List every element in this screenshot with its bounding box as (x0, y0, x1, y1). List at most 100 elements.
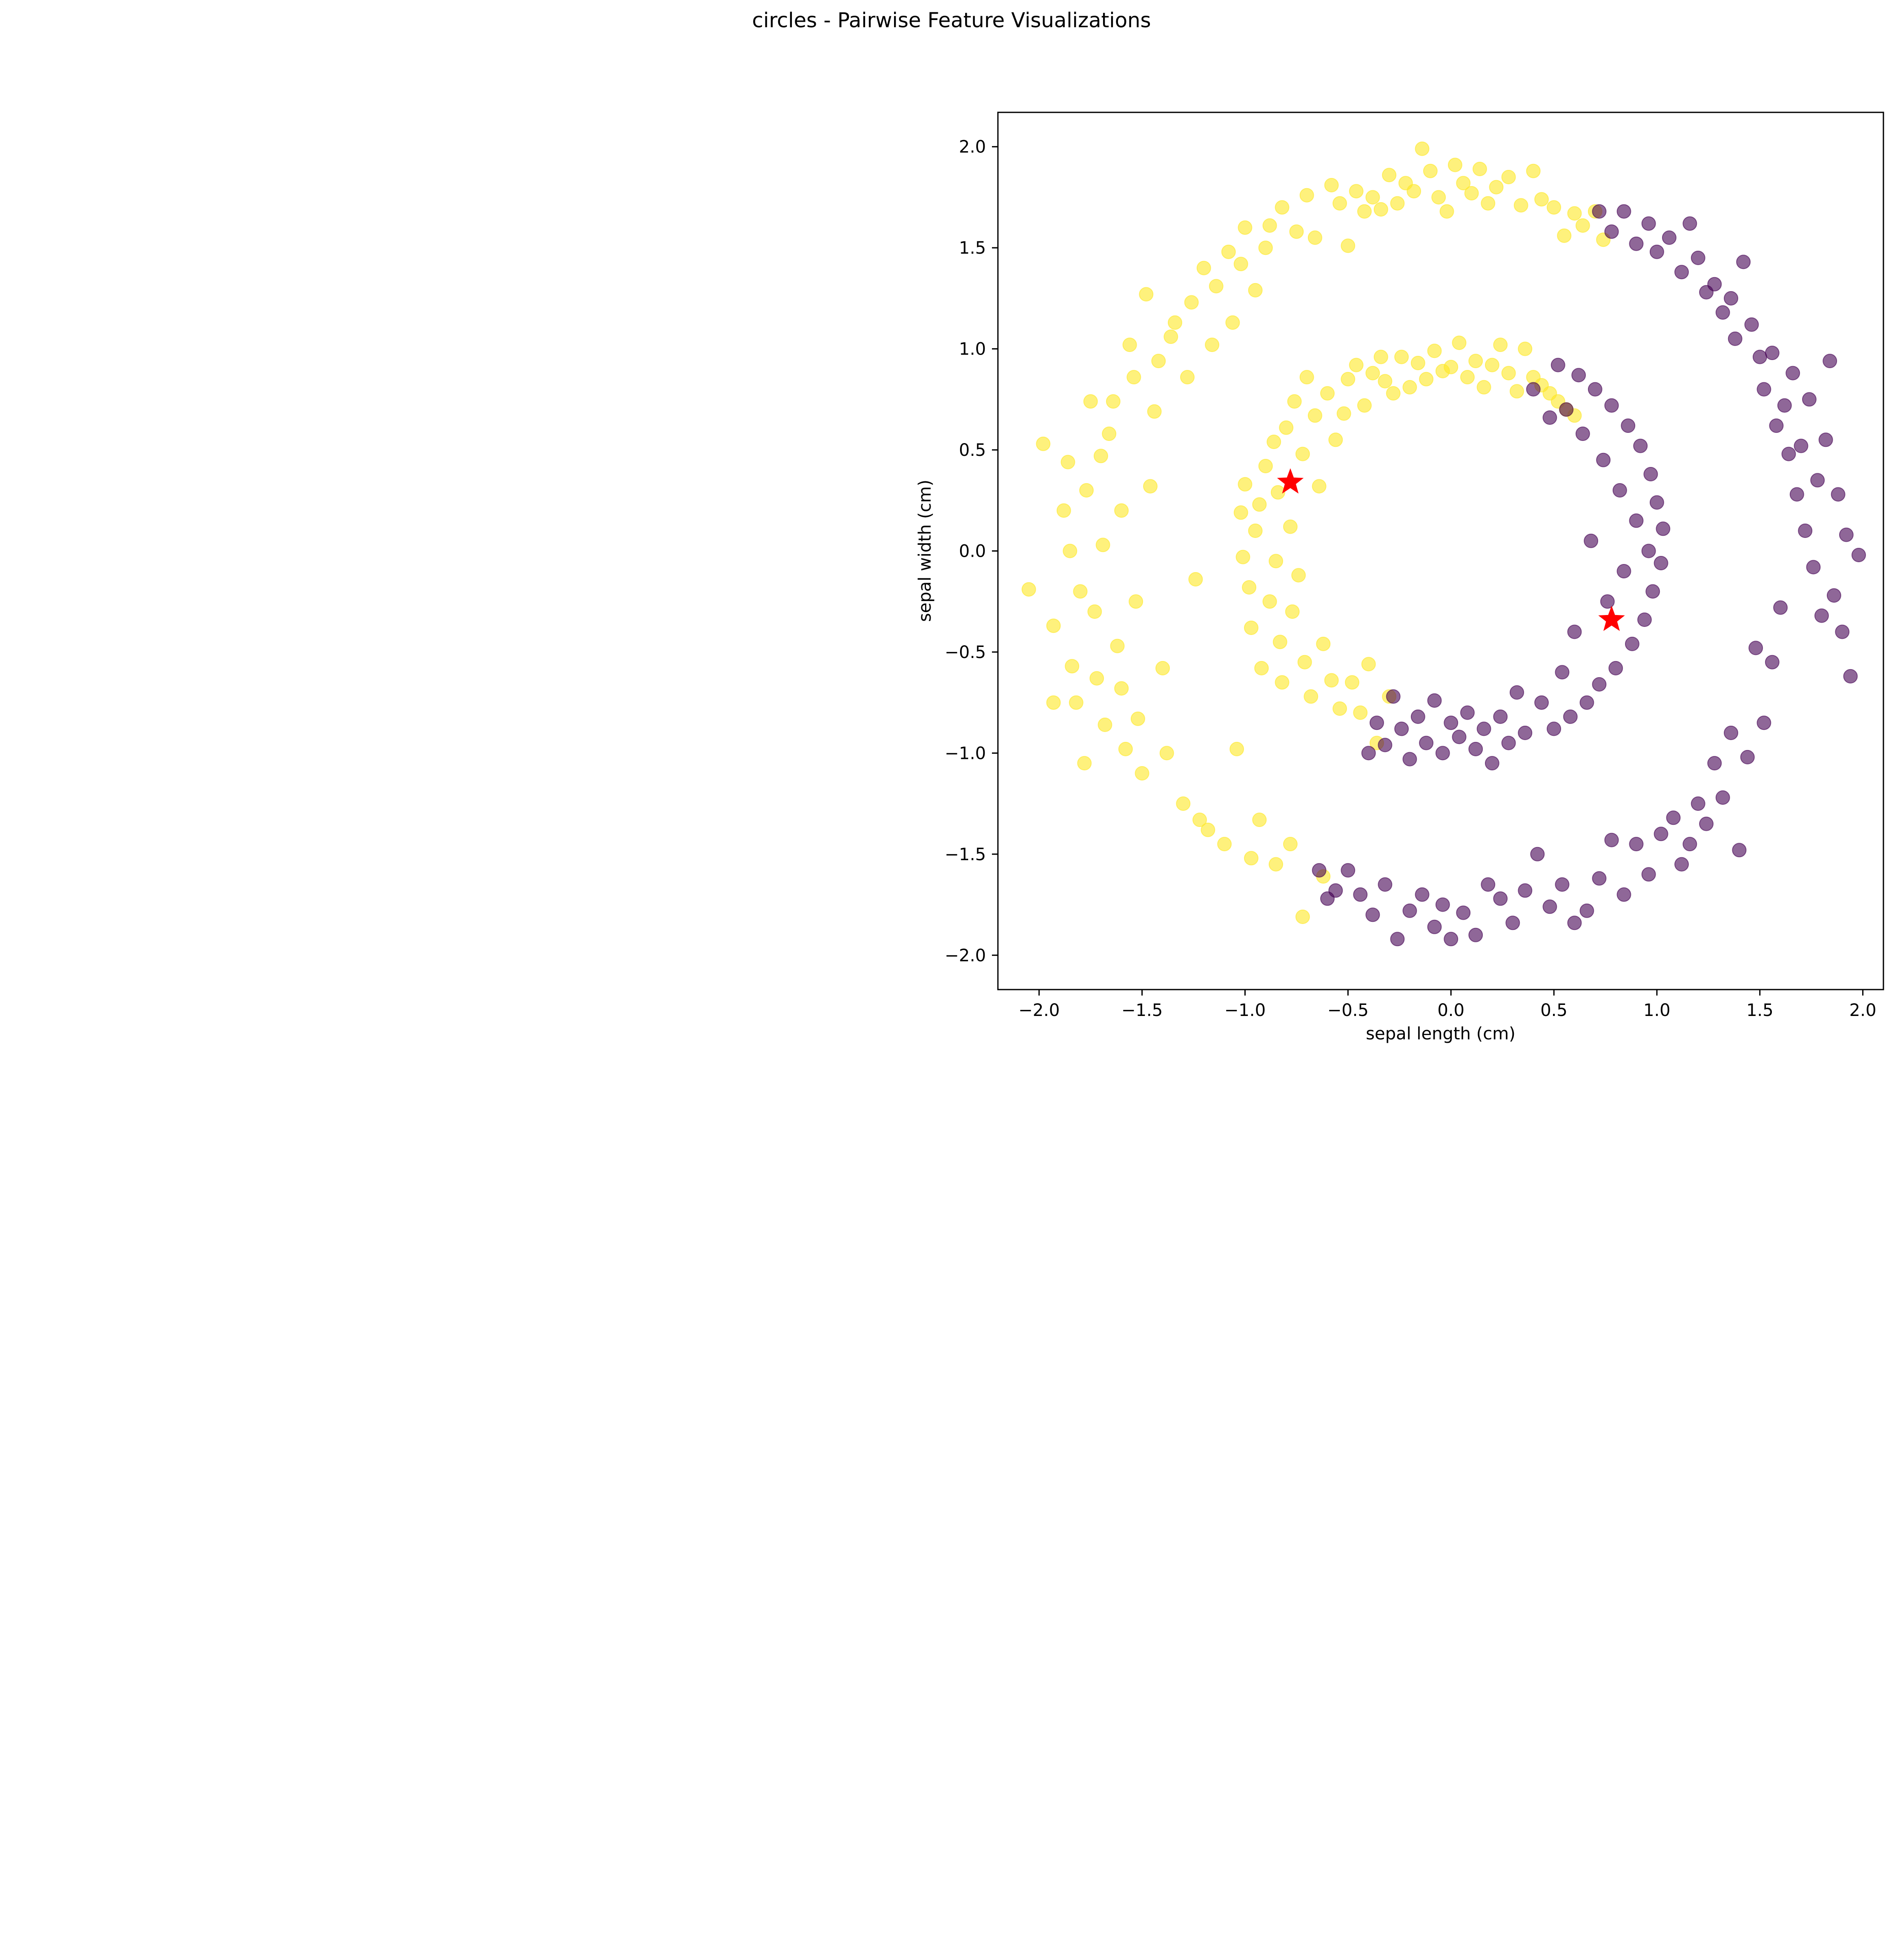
data-point (1724, 725, 1738, 740)
series-1 (1312, 204, 1866, 947)
y-tick-label: −2.0 (945, 946, 986, 965)
data-point (1542, 899, 1557, 914)
data-point (1649, 244, 1664, 259)
data-point (1065, 659, 1080, 674)
x-tick-label: 1.0 (1643, 1001, 1671, 1020)
data-point (1707, 277, 1722, 292)
data-point (1304, 689, 1318, 704)
data-point (1269, 857, 1283, 872)
data-point (1275, 675, 1290, 690)
data-point (1365, 190, 1380, 205)
data-point (1431, 190, 1446, 205)
data-point (1806, 560, 1821, 575)
data-point (1616, 204, 1631, 219)
x-tick-label: 1.5 (1746, 1001, 1774, 1020)
data-point (1089, 671, 1104, 686)
data-point (1604, 833, 1619, 847)
data-point (1752, 349, 1767, 364)
data-point (1616, 564, 1631, 578)
data-point (1616, 887, 1631, 902)
data-point (1501, 735, 1516, 750)
data-point (1349, 184, 1364, 199)
data-point (1456, 176, 1471, 191)
data-point (1444, 360, 1459, 375)
data-point (1295, 910, 1310, 924)
data-point (1139, 287, 1154, 302)
data-point (1592, 677, 1607, 692)
data-point (1205, 338, 1220, 352)
centroid-marker-0 (1277, 468, 1304, 494)
data-point (1823, 354, 1837, 369)
data-point (1600, 594, 1615, 609)
y-tick-label: −1.0 (945, 744, 986, 763)
data-point (1518, 883, 1533, 898)
data-point (1370, 715, 1384, 730)
data-point (1534, 192, 1549, 207)
data-point (1439, 204, 1454, 219)
data-point (1272, 635, 1287, 650)
data-point (1419, 735, 1434, 750)
data-point (1244, 851, 1258, 866)
data-point (1427, 919, 1442, 934)
data-point (1814, 608, 1829, 623)
data-point (1444, 715, 1459, 730)
data-point (1798, 524, 1813, 538)
data-point (1361, 657, 1376, 672)
data-point (1794, 438, 1808, 453)
data-point (1270, 485, 1285, 500)
data-point (1641, 216, 1656, 231)
data-point (1238, 477, 1252, 492)
data-point (1468, 927, 1483, 942)
data-point (1349, 358, 1364, 372)
data-point (1386, 689, 1401, 704)
data-point (1410, 709, 1425, 724)
data-point (1781, 446, 1796, 461)
data-point (1283, 837, 1298, 852)
data-point (1353, 887, 1368, 902)
data-point (1118, 741, 1133, 756)
data-point (1810, 473, 1825, 488)
data-point (1415, 887, 1430, 902)
data-point (1818, 432, 1833, 447)
data-point (1567, 206, 1582, 221)
data-point (1604, 398, 1619, 413)
data-point (1060, 455, 1075, 469)
series-0 (1021, 141, 1611, 924)
data-point (1588, 382, 1602, 397)
data-point (1336, 406, 1351, 421)
y-tick-label: 1.5 (959, 238, 986, 258)
data-point (1649, 495, 1664, 510)
data-point (1410, 355, 1425, 370)
data-point (1289, 224, 1304, 239)
data-point (1604, 224, 1619, 239)
centroid-marker-1 (1598, 606, 1625, 631)
data-point (1489, 180, 1504, 195)
y-tick-label: −1.5 (945, 845, 986, 864)
data-point (1715, 305, 1730, 320)
data-point (1526, 382, 1541, 397)
data-point (1299, 188, 1314, 203)
data-point (1699, 816, 1714, 831)
data-point (1316, 636, 1331, 651)
data-point (1333, 196, 1347, 211)
data-point (1180, 370, 1195, 385)
data-point (1802, 392, 1817, 407)
data-point (1773, 600, 1788, 615)
data-point (1748, 641, 1763, 655)
data-point (1324, 673, 1339, 688)
data-point (1168, 315, 1182, 330)
data-point (1563, 709, 1578, 724)
data-point (1225, 315, 1240, 330)
data-point (1707, 756, 1722, 771)
data-point (1592, 871, 1607, 886)
data-point (1513, 198, 1528, 213)
data-point (1505, 916, 1520, 930)
data-point (1299, 370, 1314, 385)
data-point (1143, 479, 1158, 494)
data-point (1629, 513, 1644, 528)
data-point (1126, 370, 1141, 385)
data-point (1493, 709, 1508, 724)
data-point (1114, 503, 1129, 518)
data-point (1333, 701, 1347, 716)
data-point (1633, 438, 1648, 453)
